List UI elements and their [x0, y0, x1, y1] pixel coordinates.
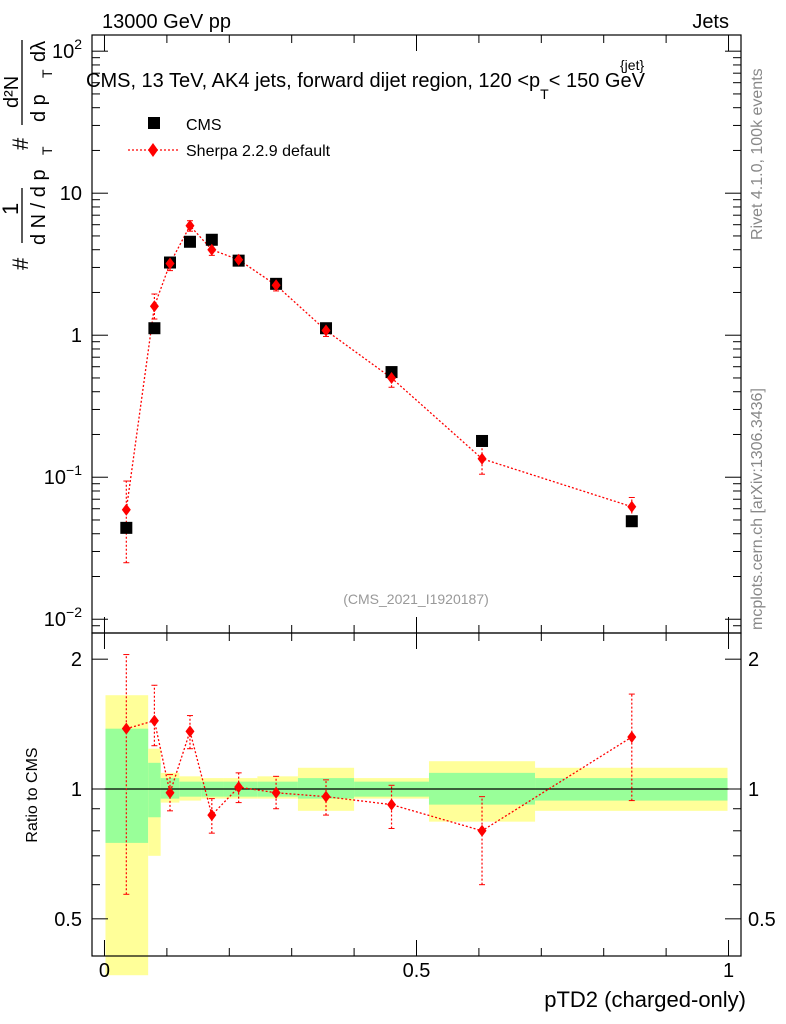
tick-exponent: −2 [66, 604, 82, 620]
ylabel-one: 1 [0, 203, 23, 215]
title-sub-t: T [540, 86, 549, 102]
sherpa-line [125, 224, 632, 510]
cms-data-point [625, 515, 638, 528]
tick-base: 10 [52, 41, 74, 63]
main-y-tick-label: 10−1 [44, 462, 82, 489]
analysis-watermark: (CMS_2021_I1920187) [343, 591, 489, 607]
sherpa-ratio-point [627, 731, 637, 744]
legend-cms-marker [148, 117, 160, 129]
sherpa-ratio-point [321, 790, 331, 803]
ratio-tick-labels: 0.5 0.5 1 1 2 2 0 0.5 1 [54, 649, 776, 982]
sherpa-data-point [121, 503, 131, 516]
tick-exponent: 2 [74, 36, 82, 52]
main-y-tick-label: 102 [52, 36, 82, 63]
sherpa-ratio-point [149, 714, 159, 727]
main-y-tick-label: 10 [60, 183, 82, 205]
sherpa-ratio-point [121, 722, 131, 735]
sherpa-data-point [149, 300, 159, 313]
sherpa-ratio-point [234, 781, 244, 794]
main-data-layer [120, 219, 638, 564]
legend-sherpa-marker [148, 143, 158, 157]
sherpa-data-point [271, 279, 281, 292]
ylabel-t-sub-2: T [39, 69, 55, 78]
ratio-y-tick-label-left: 0.5 [54, 909, 82, 931]
ratio-band-inner [148, 762, 161, 818]
x-axis-label: pTD2 (charged-only) [544, 987, 746, 1012]
main-y-tick-label: 10−2 [44, 604, 82, 631]
ylabel-t-sub-1: T [39, 146, 55, 155]
ratio-data-layer [121, 654, 637, 895]
ratio-band-inner [297, 778, 355, 799]
ylabel-hash-2: # [8, 137, 33, 150]
main-y-tick-label: 1 [71, 325, 82, 347]
legend: CMS Sherpa 2.2.9 default [128, 117, 331, 160]
title-end: < 150 GeV [549, 70, 646, 92]
main-y-axis-label: # 1 d N / d p T # d²N d p T dλ [0, 40, 55, 270]
legend-sherpa-label: Sherpa 2.2.9 default [186, 143, 331, 160]
ratio-y-axis-label: Ratio to CMS [24, 747, 41, 842]
tick-exponent: −1 [66, 462, 82, 478]
sherpa-ratio-point [387, 798, 397, 811]
tick-base: 10 [44, 609, 66, 631]
sherpa-data-point [207, 243, 217, 256]
cms-data-point [148, 322, 161, 335]
sherpa-data-point [627, 500, 637, 513]
sherpa-data-point [477, 452, 487, 465]
ratio-y-tick-label-right: 1 [748, 779, 759, 801]
ylabel-hash-1: # [8, 257, 33, 270]
sherpa-data-point [234, 253, 244, 266]
ylabel-dpt: d p [28, 94, 50, 122]
category-label: Jets [692, 11, 729, 33]
main-title: CMS, 13 TeV, AK4 jets, forward dijet reg… [86, 57, 646, 102]
ratio-y-tick-label-right: 2 [748, 649, 759, 671]
main-axis-ticks [92, 35, 741, 634]
sherpa-data-point [321, 324, 331, 337]
energy-label: 13000 GeV pp [102, 11, 231, 33]
tick-base: 1 [71, 325, 82, 347]
cms-data-point [205, 233, 218, 246]
main-title-text: CMS, 13 TeV, AK4 jets, forward dijet reg… [86, 70, 646, 102]
tick-base: 10 [60, 183, 82, 205]
cms-data-point [183, 235, 196, 248]
title-main: CMS, 13 TeV, AK4 jets, forward dijet reg… [86, 70, 540, 92]
ratio-axis-ticks [92, 633, 741, 956]
cms-data-point [120, 521, 133, 534]
sherpa-ratio-point [165, 786, 175, 799]
cms-data-point [476, 434, 489, 447]
sherpa-ratio-point [271, 786, 281, 799]
sherpa-data-point [165, 257, 175, 270]
sherpa-ratio-point [477, 824, 487, 837]
ratio-y-tick-label-left: 1 [71, 779, 82, 801]
sherpa-data-point [185, 219, 195, 232]
ratio-y-tick-label-left: 2 [71, 649, 82, 671]
x-tick-label: 0 [99, 960, 110, 982]
x-tick-label: 1 [723, 960, 734, 982]
ratio-y-tick-label-right: 0.5 [748, 909, 776, 931]
ylabel-d2n: d²N [1, 76, 23, 108]
ylabel-dlambda: dλ [28, 41, 50, 62]
sherpa-data-point [387, 371, 397, 384]
x-tick-label: 0.5 [403, 960, 431, 982]
rivet-version-label: Rivet 4.1.0, 100k events [749, 68, 766, 240]
ylabel-dn-dpt: d N / d p [28, 169, 50, 245]
legend-cms-label: CMS [186, 117, 222, 134]
sherpa-ratio-point [185, 725, 195, 738]
title-sup-jet: {jet} [620, 57, 644, 73]
sherpa-ratio-point [207, 809, 217, 822]
mcplots-label: mcplots.cern.ch [arXiv:1306.3436] [749, 388, 766, 630]
tick-base: 10 [44, 467, 66, 489]
